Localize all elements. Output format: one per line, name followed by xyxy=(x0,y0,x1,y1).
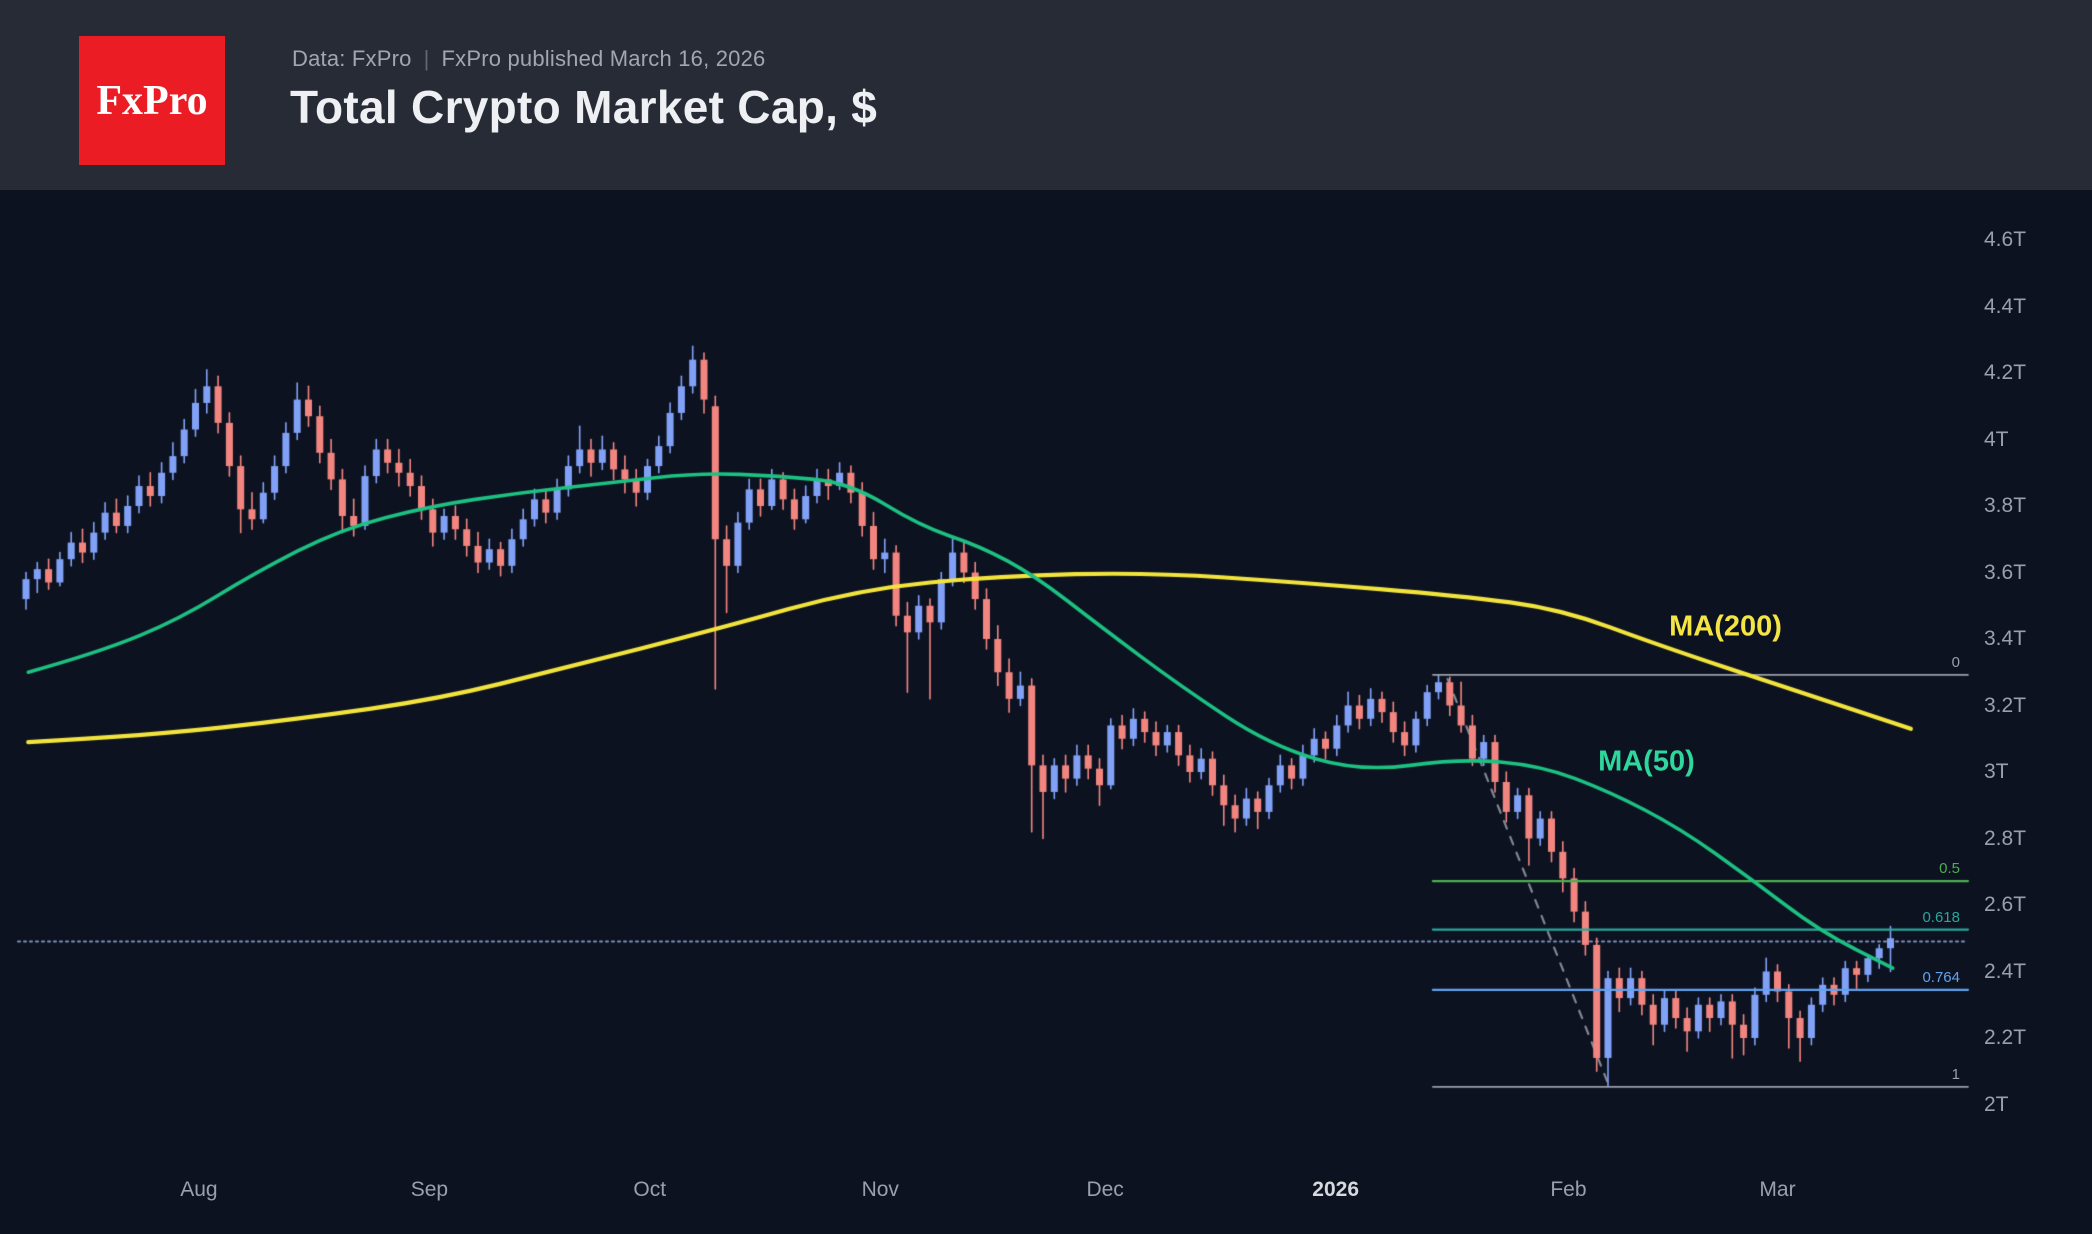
published-text: FxPro published March 16, 2026 xyxy=(441,46,766,71)
fxpro-logo-text: FxPro xyxy=(96,77,208,124)
fxpro-logo: FxPro xyxy=(79,36,225,165)
data-source-text: Data: FxPro xyxy=(292,46,412,71)
source-line: Data: FxPro | FxPro published March 16, 20… xyxy=(292,46,765,72)
page-title: Total Crypto Market Cap, $ xyxy=(290,81,878,133)
header-bar: FxPro Data: FxPro | FxPro published March … xyxy=(0,0,2092,190)
separator: | xyxy=(423,46,430,71)
